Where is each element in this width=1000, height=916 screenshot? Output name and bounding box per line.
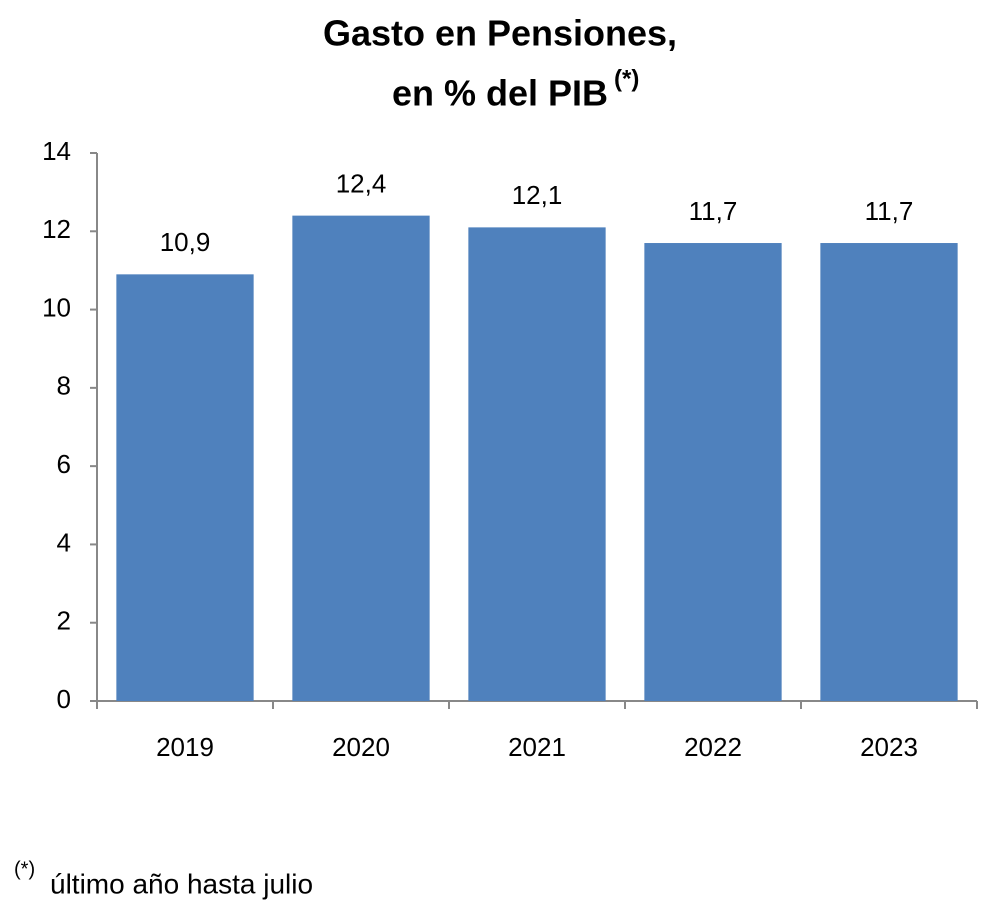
chart-subtitle: en % del PIB bbox=[392, 73, 608, 114]
x-tick-label: 2023 bbox=[860, 732, 918, 762]
y-tick-label: 2 bbox=[57, 606, 71, 636]
bar bbox=[820, 243, 958, 701]
data-label: 11,7 bbox=[689, 196, 738, 226]
x-tick-label: 2020 bbox=[332, 732, 390, 762]
x-tick-label: 2022 bbox=[684, 732, 742, 762]
y-tick-label: 14 bbox=[42, 136, 71, 166]
chart-title: Gasto en Pensiones, bbox=[323, 13, 677, 54]
data-label: 11,7 bbox=[865, 196, 914, 226]
bar bbox=[292, 215, 430, 701]
bar bbox=[116, 274, 254, 701]
data-label: 12,4 bbox=[336, 169, 387, 199]
y-tick-label: 8 bbox=[57, 371, 71, 401]
y-tick-label: 10 bbox=[42, 292, 71, 322]
y-tick-label: 0 bbox=[57, 684, 71, 714]
bar bbox=[644, 243, 782, 701]
data-label: 10,9 bbox=[160, 227, 211, 257]
x-tick-label: 2019 bbox=[156, 732, 214, 762]
y-tick-label: 4 bbox=[57, 527, 71, 557]
title-mark: (*) bbox=[614, 65, 639, 92]
y-tick-label: 6 bbox=[57, 449, 71, 479]
footnote: último año hasta julio bbox=[50, 868, 313, 899]
y-tick-label: 12 bbox=[42, 214, 71, 244]
bar bbox=[468, 227, 606, 701]
x-tick-label: 2021 bbox=[508, 732, 566, 762]
data-label: 12,1 bbox=[512, 180, 563, 210]
footnote-mark: (*) bbox=[14, 858, 35, 880]
